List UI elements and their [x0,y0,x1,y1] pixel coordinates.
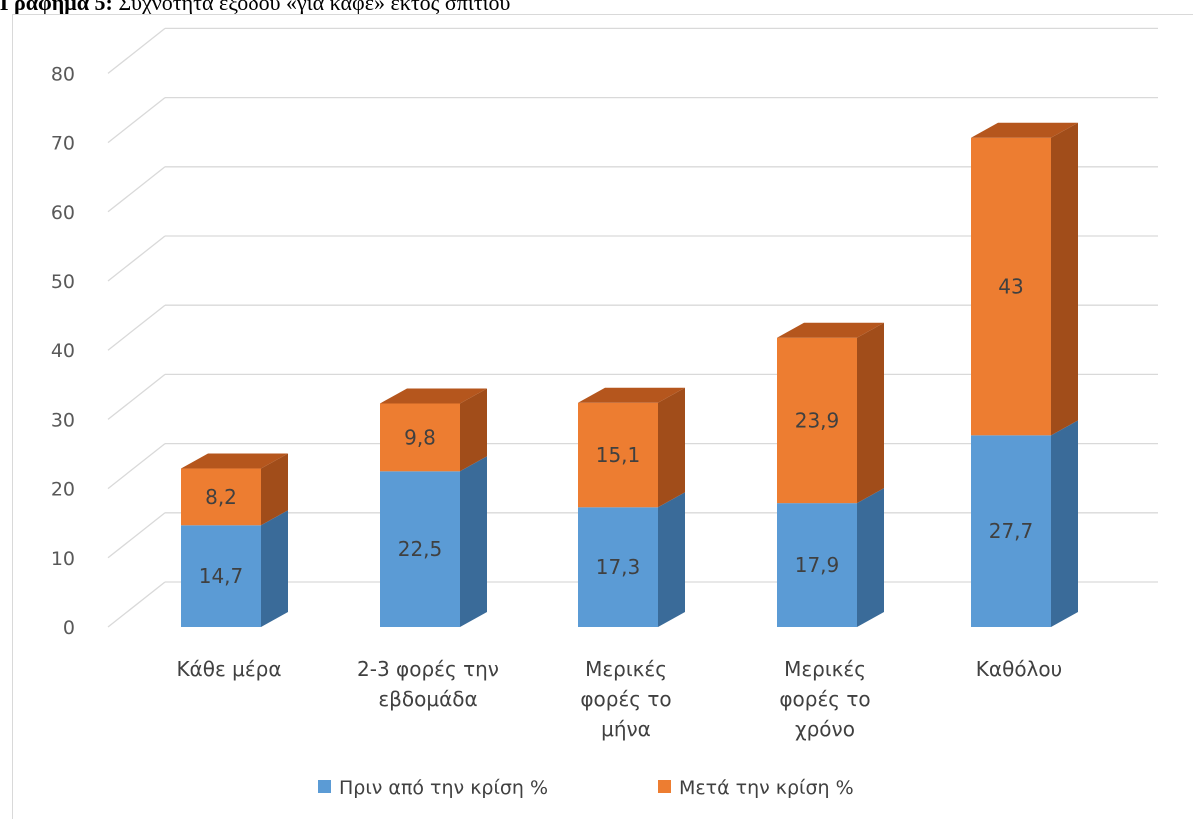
y-tick-label-0: 0 [63,617,75,639]
y-tick-label-60: 60 [51,202,75,224]
legend-swatch-after-crisis [658,780,671,793]
caption-number: Γραφήμα 5: [0,0,113,15]
category-label-3: Μερικές φορές το χρόνο [779,657,870,741]
data-label-after-4: 43 [998,275,1023,299]
bar-top-4 [971,122,1078,138]
gridline-depth-80 [107,27,166,74]
bar-side-before-3 [857,488,884,627]
bar-side-after-2 [658,387,685,508]
figure-caption: Γραφήμα 5: Συχνότητα εξόδου «για καφέ» ε… [0,0,510,16]
data-label-after-0: 8,2 [205,485,237,509]
category-label-line: Μερικές [585,657,667,681]
bar-side-after-0 [261,453,288,526]
data-label-after-1: 9,8 [404,425,436,449]
bar-after-crisis-4 [971,137,1051,436]
bar-before-crisis-0 [181,525,261,627]
bar-after-crisis-2 [578,402,658,508]
data-label-after-3: 23,9 [795,408,840,432]
bar-top-2 [578,387,685,403]
category-label-line: 2-3 φορές την [357,657,499,681]
bar-top-3 [777,322,884,338]
gridline-depth-30 [107,373,166,420]
legend-swatch-before-crisis [318,780,331,793]
bar-after-crisis-0 [181,468,261,526]
gridline-depth-10 [107,512,166,559]
legend-label-before-crisis: Πριν από την κρίση % [339,777,548,799]
bar-side-before-1 [460,456,487,627]
y-tick-label-10: 10 [51,548,75,570]
bar-before-crisis-1 [380,471,460,627]
gridline-depth-0 [107,581,166,628]
y-tick-label-20: 20 [51,479,75,501]
bar-after-crisis-3 [777,337,857,504]
category-label-line: φορές το [580,687,671,711]
category-label-4: Καθόλου [976,657,1062,681]
bar-before-crisis-3 [777,503,857,627]
data-label-before-1: 22,5 [398,537,443,561]
bar-side-after-1 [460,388,487,472]
category-label-line: Μερικές [784,657,866,681]
data-label-before-0: 14,7 [199,564,244,588]
legend-label-after-crisis: Μετά την κρίση % [679,777,854,799]
bar-side-before-0 [261,510,288,627]
caption-text: Συχνότητα εξόδου «για καφέ» εκτός σπιτιο… [112,0,511,15]
data-label-after-2: 15,1 [596,443,641,467]
bar-side-before-4 [1051,420,1078,627]
bar-side-before-2 [658,492,685,627]
category-label-2: Μερικές φορές το μήνα [580,657,671,741]
bar-after-crisis-1 [380,403,460,472]
y-tick-label-70: 70 [51,133,75,155]
bar-side-after-4 [1051,122,1078,436]
bar-before-crisis-4 [971,435,1051,627]
category-label-0: Κάθε μέρα [176,657,281,681]
gridline-depth-20 [107,443,166,490]
category-label-line: χρόνο [795,717,855,741]
bar-top-1 [380,388,487,404]
gridline-depth-40 [107,304,166,351]
gridline-depth-50 [107,235,166,282]
bar-side-after-3 [857,322,884,504]
y-tick-label-30: 30 [51,409,75,431]
category-label-1: 2-3 φορές την εβδομάδα [357,657,499,711]
y-tick-label-50: 50 [51,271,75,293]
category-label-line: Καθόλου [976,657,1062,681]
category-label-line: μήνα [601,717,651,741]
gridline-depth-60 [107,166,166,213]
category-label-line: εβδομάδα [378,687,477,711]
category-label-line: φορές το [779,687,870,711]
y-tick-label-80: 80 [51,63,75,85]
data-label-before-3: 17,9 [795,553,840,577]
gridline-depth-70 [107,97,166,144]
y-tick-label-40: 40 [51,340,75,362]
data-label-before-2: 17,3 [596,555,641,579]
category-label-line: Κάθε μέρα [176,657,281,681]
bar-top-0 [181,453,288,469]
data-label-before-4: 27,7 [989,519,1034,543]
chart-frame [12,14,1193,819]
bar-before-crisis-2 [578,507,658,627]
